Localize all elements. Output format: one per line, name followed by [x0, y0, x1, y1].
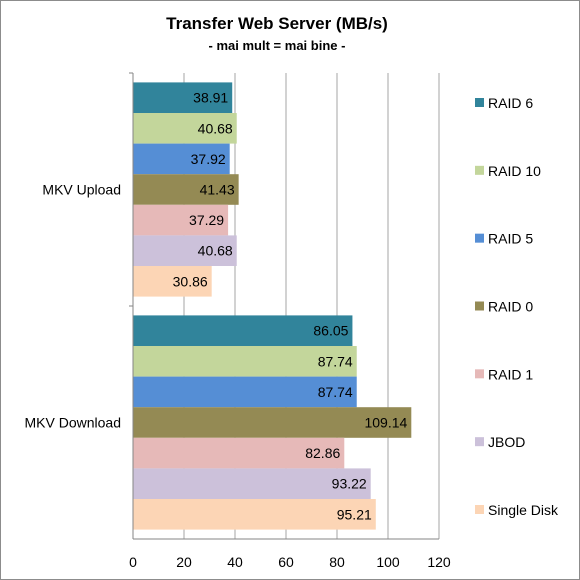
bar: [133, 235, 237, 266]
legend: RAID 6 RAID 10 RAID 5 RAID 0 RAID 1 JBOD Singl…: [475, 95, 559, 518]
bar-value-label: 87.74: [318, 353, 353, 369]
bar-value-label: 40.68: [198, 120, 233, 136]
chart-subtitle: - mai mult = mai bine -: [209, 38, 346, 53]
chart-title: Transfer Web Server (MB/s): [166, 14, 388, 33]
legend-label: Single Disk: [488, 502, 559, 518]
legend-swatch: [475, 505, 484, 514]
legend-label: JBOD: [488, 434, 525, 450]
legend-swatch: [475, 233, 484, 243]
bar: [133, 468, 371, 499]
legend-label: RAID 10: [488, 163, 541, 179]
x-tick-label: 0: [129, 554, 137, 570]
bar-value-label: 93.22: [332, 476, 367, 492]
legend-swatch: [475, 437, 484, 447]
bar-value-label: 40.68: [198, 243, 233, 259]
bar-value-label: 95.21: [337, 506, 372, 522]
bars: 38.91 40.68 37.92 41.43 37.29 40.68 30.86 86.05…: [133, 82, 412, 530]
bar: [133, 143, 230, 175]
x-tick-label: 60: [278, 554, 294, 570]
bar: [133, 174, 239, 205]
bar: [133, 407, 412, 438]
bar: [133, 82, 233, 113]
bar: [133, 204, 229, 236]
bar-value-label: 37.92: [191, 151, 226, 167]
x-tick-label: 120: [427, 554, 451, 570]
bar: [133, 315, 353, 346]
legend-swatch: [475, 301, 484, 311]
bar-value-label: 86.05: [313, 323, 348, 339]
bar-value-label: 82.86: [305, 445, 340, 461]
bar-value-label: 30.86: [173, 273, 208, 289]
legend-swatch: [475, 165, 484, 175]
legend-label: RAID 0: [488, 299, 533, 315]
x-tick-label: 80: [329, 554, 345, 570]
bar: [133, 437, 345, 469]
legend-label: RAID 1: [488, 366, 533, 382]
bar-value-label: 41.43: [200, 182, 235, 198]
legend-label: RAID 5: [488, 231, 533, 247]
bar-value-label: 38.91: [193, 90, 228, 106]
bar-value-label: 87.74: [318, 384, 353, 400]
x-tick-label: 100: [376, 554, 400, 570]
legend-swatch: [475, 369, 484, 379]
axes: 0 20 40 60 80 100 120 MKV Upload MKV Download: [25, 72, 451, 570]
bar: [133, 499, 376, 530]
x-tick-label: 40: [227, 554, 243, 570]
legend-swatch: [475, 98, 484, 107]
category-label: MKV Upload: [42, 182, 121, 198]
bar-value-label: 37.29: [189, 212, 224, 228]
bar: [133, 266, 212, 297]
bar: [133, 346, 357, 377]
bar: [133, 376, 357, 408]
category-label: MKV Download: [25, 415, 122, 431]
x-tick-label: 20: [176, 554, 192, 570]
bar-value-label: 109.14: [364, 415, 407, 431]
bar: [133, 113, 237, 144]
legend-label: RAID 6: [488, 95, 533, 111]
